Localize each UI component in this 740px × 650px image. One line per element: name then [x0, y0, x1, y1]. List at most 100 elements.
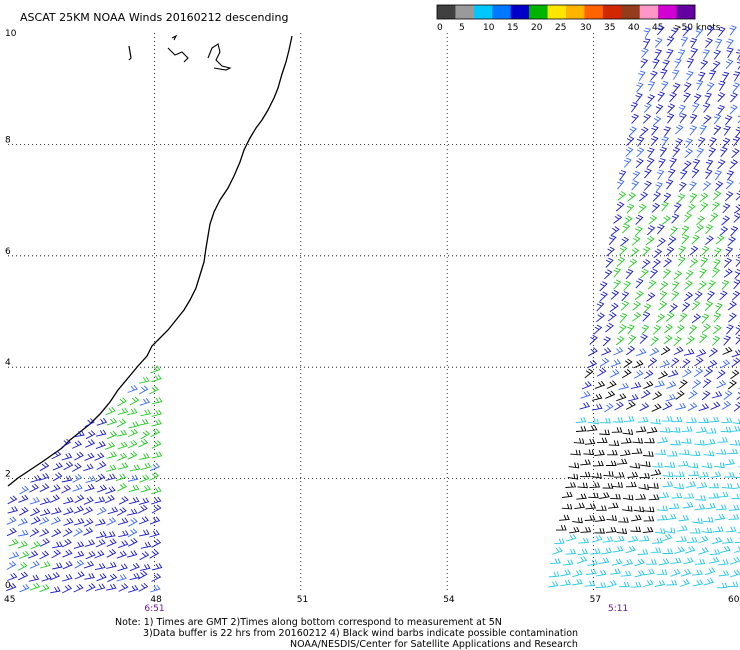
- wind-barb: [7, 572, 18, 581]
- wind-barb: [639, 334, 648, 344]
- wind-barb: [677, 460, 689, 467]
- wind-barb: [680, 36, 689, 47]
- wind-barb: [622, 505, 633, 512]
- wind-barb: [683, 82, 692, 93]
- wind-barb: [692, 517, 703, 524]
- wind-barb: [562, 559, 574, 566]
- wind-barb: [635, 494, 647, 500]
- wind-barb: [669, 226, 679, 237]
- wind-barb: [657, 436, 668, 444]
- map-title: ASCAT 25KM NOAA Winds 20160212 descendin…: [20, 11, 288, 24]
- wind-barb: [73, 527, 83, 537]
- wind-barb: [665, 393, 677, 402]
- wind-barb: [590, 548, 601, 555]
- wind-barb: [591, 472, 602, 479]
- wind-barb: [631, 235, 641, 246]
- wind-barb: [700, 59, 709, 70]
- wind-barb: [610, 568, 621, 575]
- wind-barb: [708, 482, 720, 489]
- wind-barb: [712, 335, 721, 346]
- wind-barb: [734, 472, 740, 479]
- wind-barb: [618, 382, 630, 390]
- wind-barb: [640, 58, 649, 69]
- wind-barb: [689, 113, 698, 125]
- wind-barb: [634, 558, 645, 567]
- wind-barb: [602, 483, 614, 489]
- wind-barb: [731, 493, 740, 500]
- wind-barb: [720, 359, 731, 369]
- wind-barb: [684, 545, 696, 554]
- wind-barb: [106, 517, 117, 526]
- wind-barb: [127, 528, 138, 538]
- wind-barb: [106, 548, 117, 558]
- wind-barb: [18, 571, 29, 581]
- wind-barb: [715, 302, 723, 313]
- wind-barb: [683, 212, 693, 223]
- wind-barb: [654, 579, 666, 587]
- wind-barb: [731, 148, 740, 159]
- wind-barb: [599, 429, 610, 436]
- wind-barb: [83, 463, 94, 472]
- wind-barb: [140, 563, 151, 571]
- wind-barb: [73, 518, 85, 526]
- wind-barb: [643, 451, 654, 457]
- wind-barb: [30, 516, 41, 525]
- wind-barb: [718, 559, 729, 566]
- wind-barb: [720, 426, 732, 433]
- legend-swatch: [639, 5, 659, 19]
- wind-barb: [83, 527, 94, 536]
- wind-barb: [698, 547, 709, 555]
- wind-barb: [698, 417, 709, 423]
- wind-barb: [85, 439, 96, 448]
- wind-barb: [630, 102, 639, 113]
- wind-barb: [735, 324, 740, 335]
- wind-barb: [702, 49, 711, 60]
- wind-barb: [610, 359, 621, 367]
- wind-barb: [84, 483, 95, 492]
- wind-barb: [85, 551, 96, 560]
- wind-barb: [596, 437, 608, 444]
- wind-barb: [711, 201, 720, 212]
- wind-barb: [683, 348, 695, 356]
- wind-barb: [116, 550, 127, 559]
- wind-barb: [151, 397, 163, 405]
- wind-barb: [681, 426, 693, 432]
- wind-barb: [631, 180, 640, 191]
- wind-barb: [647, 279, 657, 290]
- wind-barb: [85, 430, 96, 440]
- wind-barb: [584, 438, 596, 445]
- legend-label: 35: [604, 23, 615, 33]
- wind-barb: [636, 147, 645, 158]
- wind-barb: [560, 569, 572, 577]
- wind-barb: [690, 47, 699, 59]
- wind-barb: [8, 551, 20, 560]
- wind-barb: [116, 418, 127, 428]
- wind-barb: [692, 158, 701, 170]
- wind-barb: [651, 125, 659, 136]
- wind-barb: [673, 270, 683, 281]
- speed-legend: 0 5 10 15 20 25 30 35 40 45 >50 knots: [436, 4, 721, 33]
- wind-barb: [667, 236, 677, 246]
- wind-barb: [666, 36, 675, 47]
- legend-label: 10: [483, 23, 495, 33]
- wind-barb: [83, 496, 94, 505]
- wind-barb: [670, 357, 680, 368]
- wind-barb: [62, 584, 73, 594]
- wind-barb: [552, 546, 563, 555]
- wind-barb: [636, 82, 644, 93]
- wind-barb: [62, 549, 73, 558]
- wind-barb: [662, 268, 672, 279]
- wind-barb: [585, 503, 597, 510]
- wind-barb: [663, 323, 673, 334]
- wind-barb: [696, 482, 708, 489]
- wind-barb: [666, 381, 677, 390]
- wind-barb: [601, 347, 612, 356]
- wind-barb: [625, 146, 634, 157]
- wind-barb: [697, 136, 706, 148]
- wind-barb: [107, 430, 118, 440]
- wind-barb: [613, 346, 624, 356]
- wind-barb: [104, 441, 116, 450]
- wind-barb: [602, 336, 612, 347]
- wind-barb: [127, 428, 138, 438]
- wind-barb: [710, 401, 721, 410]
